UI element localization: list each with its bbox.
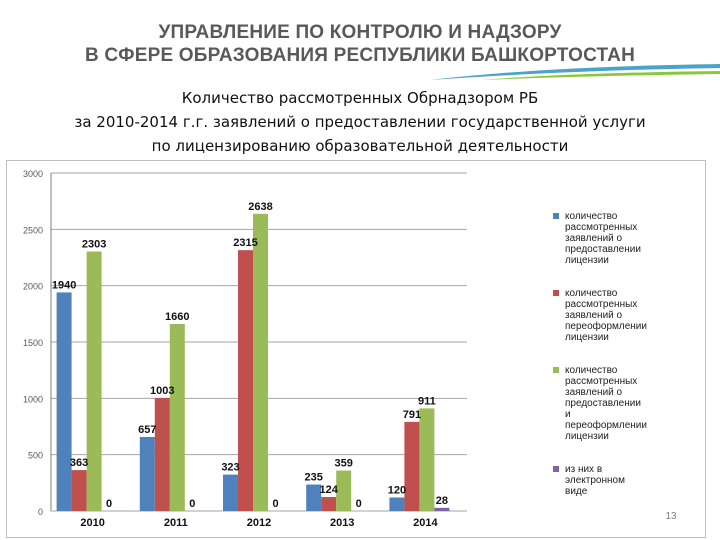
y-tick-label-2500: 2500 [23,225,43,235]
data-label-2014-series4: 28 [436,495,448,507]
y-tick-label-2000: 2000 [23,282,43,292]
chart-subtitle-line1: Количество рассмотренных Обрнадзором РБ [181,89,539,107]
bar-2014-series1 [389,497,405,511]
data-label-2014-series3: 911 [418,395,436,407]
x-tick-label-2011: 2011 [164,517,188,529]
header-title-line2: В СФЕРЕ ОБРАЗОВАНИЯ РЕСПУБЛИКИ БАШКОРТОС… [84,45,636,66]
legend-swatch-series4 [553,466,559,472]
bar-chart: 0 500 1000 1500 2000 2500 3000 1940 363 2303 0 657… [23,169,677,529]
data-label-2012-series4: 0 [272,498,278,510]
bar-2014-series2 [404,421,420,511]
legend-label-series3: количество рассмотренных заявлений о предос… [565,365,647,442]
data-label-2010-series2: 363 [70,457,88,469]
bar-2011-series1 [139,436,155,511]
bar-2014-series3 [419,408,435,511]
data-label-2012-series3: 2638 [248,201,272,213]
legend-label-series1: количество рассмотренных заявлений о предос… [565,211,641,266]
data-label-2013-series2: 124 [320,484,339,496]
data-label-2011-series1: 657 [138,424,156,436]
y-tick-label-3000: 3000 [23,169,43,179]
data-label-2010-series3: 2303 [82,239,106,251]
bar-2011-series2 [154,397,170,511]
y-tick-label-500: 500 [28,451,43,461]
data-label-2013-series3: 359 [335,458,353,470]
decorative-wave-icon [430,64,720,80]
legend-swatch-series3 [553,367,559,373]
x-axis-ticks: 2010 2011 2012 2013 2014 [80,517,438,529]
chart-subtitle-line2: за 2010-2014 г.г. заявлений о предоставл… [74,113,646,131]
bar-2012-series2 [238,250,253,511]
data-labels-layer: 1940363230306571003166003232315263802351… [52,201,448,510]
chart-subtitle-line3: по лицензированию образовательной деятел… [151,137,569,155]
legend-label-series2: количество рассмотренных заявлений о переоф… [565,288,647,343]
header-banner: УПРАВЛЕНИЕ ПО КОНТРОЛЮ И НАДЗОРУ В СФЕРЕ… [0,0,720,80]
data-label-2013-series4: 0 [356,498,362,510]
header-title-line1: УПРАВЛЕНИЕ ПО КОНТРОЛЮ И НАДЗОРУ [158,22,562,43]
x-tick-label-2010: 2010 [80,517,104,529]
data-label-2012-series2: 2315 [233,237,257,249]
data-label-2013-series1: 235 [305,472,323,484]
x-tick-label-2014: 2014 [413,517,438,529]
bar-2013-series3 [336,470,352,511]
y-tick-label-0: 0 [38,507,43,517]
bar-2010-series2 [71,470,87,511]
x-tick-label-2012: 2012 [247,517,271,529]
bar-2011-series3 [169,323,185,511]
data-label-2014-series2: 791 [403,409,421,421]
chart-frame: 0 500 1000 1500 2000 2500 3000 1940 363 2303 0 657… [6,160,706,538]
page-number: 13 [665,511,677,522]
data-label-2010-series1: 1940 [52,279,76,291]
legend: количество рассмотренных заявлений о предос… [553,211,647,497]
data-label-2011-series4: 0 [189,498,195,510]
bar-2014-series4 [434,507,450,511]
y-axis-ticks: 0 500 1000 1500 2000 2500 3000 [23,169,43,517]
data-label-2011-series2: 1003 [150,385,174,397]
x-tick-label-2013: 2013 [330,517,354,529]
bar-2012-series3 [253,213,268,511]
y-tick-label-1000: 1000 [23,394,43,404]
legend-swatch-series1 [553,213,559,219]
data-label-2012-series1: 323 [221,462,239,474]
data-label-2010-series4: 0 [106,498,112,510]
y-tick-label-1500: 1500 [23,338,43,348]
data-label-2014-series1: 120 [388,484,406,496]
bar-2010-series3 [86,251,102,511]
bar-2012-series1 [223,474,238,511]
bar-2013-series1 [306,484,322,511]
bar-2010-series1 [56,292,72,511]
bar-2013-series2 [321,497,337,511]
bars-layer [56,213,450,511]
data-label-2011-series3: 1660 [165,311,189,323]
legend-swatch-series2 [553,290,559,296]
legend-label-series4: из них в электронном виде [565,464,625,497]
